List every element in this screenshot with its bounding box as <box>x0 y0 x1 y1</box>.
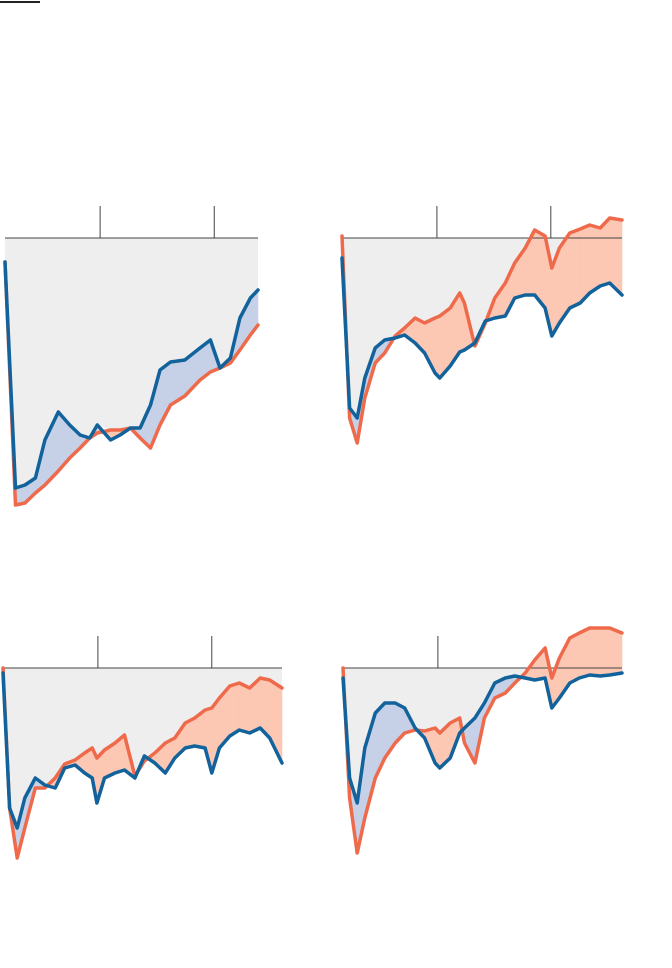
series-line <box>341 671 624 805</box>
series-line <box>1 671 284 830</box>
series-line <box>340 216 624 445</box>
background-shade <box>342 238 622 418</box>
background-shade <box>5 238 258 488</box>
gap-fill <box>569 228 581 309</box>
gap-fill <box>579 224 591 304</box>
gap-fill <box>589 627 601 677</box>
gap-fill <box>229 682 240 737</box>
gap-fill <box>578 627 591 679</box>
panel <box>340 206 624 445</box>
panel <box>341 626 624 855</box>
gap-fill <box>599 627 610 677</box>
gap-fill <box>569 632 580 684</box>
gap-fill <box>589 224 601 294</box>
series-line <box>341 626 624 855</box>
series-line <box>340 256 624 420</box>
gap-fill <box>238 682 251 734</box>
gap-fill <box>434 315 441 379</box>
background-shade <box>343 668 622 803</box>
panel <box>1 636 284 860</box>
series-line <box>3 260 260 490</box>
panel <box>3 206 260 507</box>
background-shade <box>3 668 282 828</box>
